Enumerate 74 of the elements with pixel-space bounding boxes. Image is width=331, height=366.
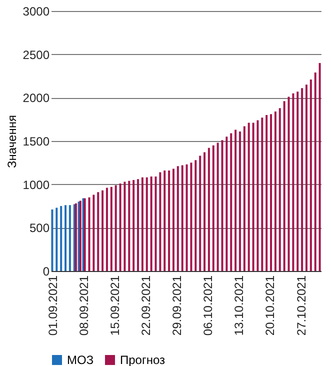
bar: [296, 92, 299, 271]
y-tick-label: 2500: [22, 48, 50, 62]
y-tick-label: 500: [29, 221, 50, 236]
bar: [238, 131, 241, 271]
x-tick-label: 20.10.2021: [263, 275, 278, 336]
bar: [288, 96, 290, 271]
bar: [190, 162, 192, 271]
x-tick-label: 15.09.2021: [108, 275, 122, 336]
bar: [146, 177, 148, 271]
bar: [252, 122, 254, 271]
y-tick-label: 1500: [22, 134, 50, 148]
bar: [92, 194, 95, 271]
x-tick-label: 29.09.2021: [170, 275, 184, 336]
bar: [176, 166, 179, 271]
legend-label: МОЗ: [67, 353, 94, 366]
bar: [64, 205, 67, 271]
bar: [310, 79, 312, 271]
bar: [318, 63, 321, 271]
bar: [208, 148, 210, 271]
bar: [102, 190, 104, 271]
x-tick-label: 27.10.2021: [294, 275, 308, 336]
y-tick-label: 1000: [22, 178, 50, 192]
x-tick-label: 13.10.2021: [232, 275, 246, 336]
bar: [194, 160, 197, 271]
bar: [181, 165, 184, 271]
bar: [154, 176, 157, 271]
bar: [274, 112, 276, 271]
bar: [164, 170, 166, 271]
bar: [270, 114, 272, 271]
bar: [168, 170, 170, 271]
bar: [141, 177, 144, 271]
bar: [114, 185, 117, 271]
bar: [216, 142, 219, 271]
bar: [132, 180, 135, 271]
x-tick-label: 08.09.2021: [77, 275, 92, 336]
bar: [186, 164, 188, 271]
bar: [159, 172, 162, 271]
y-tick-label: 2000: [22, 91, 50, 106]
bar: [261, 118, 264, 271]
bar: [128, 180, 130, 271]
bar: [226, 136, 228, 271]
bar: [51, 209, 54, 271]
bar: [230, 133, 232, 271]
bar: [150, 176, 152, 271]
bar: [278, 108, 281, 271]
bar: [314, 72, 316, 271]
bar: [305, 84, 308, 271]
bar: [221, 140, 224, 271]
bar: [119, 183, 122, 271]
bar: [212, 145, 214, 271]
bar: [172, 168, 174, 271]
bar: [266, 115, 268, 271]
bar: [292, 93, 294, 271]
bar: [256, 120, 259, 271]
bar: [110, 186, 112, 271]
bar: [56, 208, 58, 271]
x-tick-label: 06.10.2021: [201, 275, 216, 336]
bar: [88, 197, 90, 271]
bar: [106, 188, 108, 271]
bar: [124, 182, 126, 271]
bar: [204, 152, 206, 271]
x-tick-label: 22.09.2021: [139, 275, 154, 336]
bar: [283, 101, 286, 271]
bar: [248, 122, 250, 271]
bar: [60, 206, 62, 271]
bar: [199, 156, 202, 271]
bar: [137, 179, 140, 271]
y-axis-title: Значення: [4, 115, 19, 168]
bar: [234, 130, 237, 271]
bar: [68, 205, 71, 271]
y-tick-label: 3000: [22, 4, 50, 18]
bar: [97, 192, 100, 271]
bar: [301, 88, 304, 271]
bar: [243, 126, 246, 271]
